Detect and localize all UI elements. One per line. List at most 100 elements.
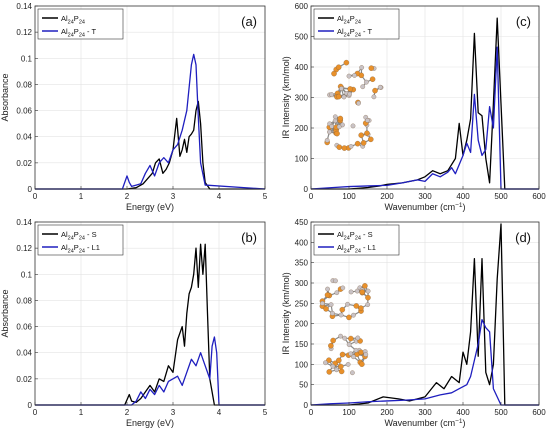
atom — [350, 371, 354, 375]
atom — [333, 279, 337, 283]
y-tick-label: 0.14 — [16, 218, 32, 227]
atom — [325, 292, 330, 297]
y-tick-label: 100 — [295, 360, 309, 369]
y-axis-label: IR Intensity (km/mol) — [281, 56, 291, 139]
atom — [348, 336, 353, 341]
atom — [349, 290, 353, 294]
atom — [351, 313, 355, 317]
x-tick-label: 0 — [309, 408, 314, 417]
x-tick-label: 2 — [125, 192, 130, 201]
panel-label: (a) — [241, 14, 257, 29]
y-tick-label: 0.06 — [16, 107, 32, 116]
y-tick-label: 50 — [299, 381, 308, 390]
atom — [331, 71, 336, 76]
y-tick-label: 200 — [295, 124, 309, 133]
y-tick-label: 100 — [295, 155, 309, 164]
atom — [352, 73, 356, 77]
atom — [336, 94, 341, 99]
atom — [333, 119, 337, 123]
y-tick-label: 0 — [304, 401, 309, 410]
atom — [337, 125, 341, 129]
x-tick-label: 100 — [342, 192, 356, 201]
x-tick-label: 4 — [217, 192, 222, 201]
atom — [338, 364, 343, 369]
atom — [328, 343, 333, 348]
atom — [325, 138, 329, 142]
x-tick-label: 200 — [380, 408, 394, 417]
atom — [327, 369, 332, 374]
atom — [342, 336, 346, 340]
y-tick-label: 300 — [295, 94, 309, 103]
y-tick-label: 600 — [295, 2, 309, 11]
atom — [339, 313, 343, 317]
panel-label: (d) — [515, 230, 531, 245]
y-tick-label: 0.12 — [16, 28, 32, 37]
atom — [378, 85, 382, 89]
x-tick-label: 200 — [380, 192, 394, 201]
atom — [361, 140, 366, 145]
atom — [338, 116, 343, 121]
atom — [365, 302, 369, 306]
x-axis-label: Energy (eV) — [126, 202, 174, 212]
y-axis-label: IR Intensity (km/mol) — [281, 272, 291, 355]
y-tick-label: 500 — [295, 33, 309, 42]
atom — [341, 286, 345, 290]
atom — [342, 145, 347, 150]
atom — [320, 301, 324, 305]
atom — [346, 315, 351, 320]
x-tick-label: 300 — [418, 192, 432, 201]
atom — [359, 65, 363, 69]
atom — [359, 133, 364, 138]
atom — [340, 352, 345, 357]
atom — [331, 364, 335, 368]
y-tick-label: 300 — [295, 279, 309, 288]
atom — [360, 289, 365, 294]
y-tick-label: 400 — [295, 63, 309, 72]
y-tick-label: 0.14 — [16, 2, 32, 11]
atom — [366, 289, 370, 293]
y-tick-label: 0.06 — [16, 323, 32, 332]
atom — [364, 352, 368, 356]
atom — [356, 101, 360, 105]
atom — [339, 369, 344, 374]
atom — [336, 358, 341, 363]
x-tick-label: 5 — [263, 192, 268, 201]
y-tick-label: 0.08 — [16, 80, 32, 89]
atom — [359, 362, 364, 367]
x-axis-label: Wavenumber (cm−1) — [384, 418, 465, 428]
x-tick-label: 400 — [456, 408, 470, 417]
atom — [354, 348, 358, 352]
atom — [342, 95, 346, 99]
x-tick-label: 600 — [532, 408, 546, 417]
y-tick-label: 0.04 — [16, 349, 32, 358]
x-axis-label: Energy (eV) — [126, 418, 174, 428]
atom — [334, 131, 339, 136]
y-tick-label: 450 — [295, 218, 309, 227]
x-tick-label: 0 — [33, 408, 38, 417]
y-tick-label: 400 — [295, 238, 309, 247]
atom — [368, 137, 373, 142]
x-tick-label: 2 — [125, 408, 130, 417]
atom — [358, 350, 363, 355]
atom — [344, 60, 349, 65]
atom — [364, 131, 369, 136]
atom — [355, 289, 359, 293]
atom — [338, 334, 342, 338]
x-tick-label: 0 — [33, 192, 38, 201]
x-axis-label: Wavenumber (cm−1) — [384, 202, 465, 212]
atom — [349, 352, 353, 356]
x-tick-label: 600 — [532, 192, 546, 201]
y-tick-label: 0.02 — [16, 159, 32, 168]
y-tick-label: 350 — [295, 259, 309, 268]
x-tick-label: 1 — [79, 408, 84, 417]
x-tick-label: 400 — [456, 192, 470, 201]
y-tick-label: 200 — [295, 320, 309, 329]
x-tick-label: 5 — [263, 408, 268, 417]
atom — [365, 118, 369, 122]
atom — [347, 74, 351, 78]
atom — [337, 145, 342, 150]
